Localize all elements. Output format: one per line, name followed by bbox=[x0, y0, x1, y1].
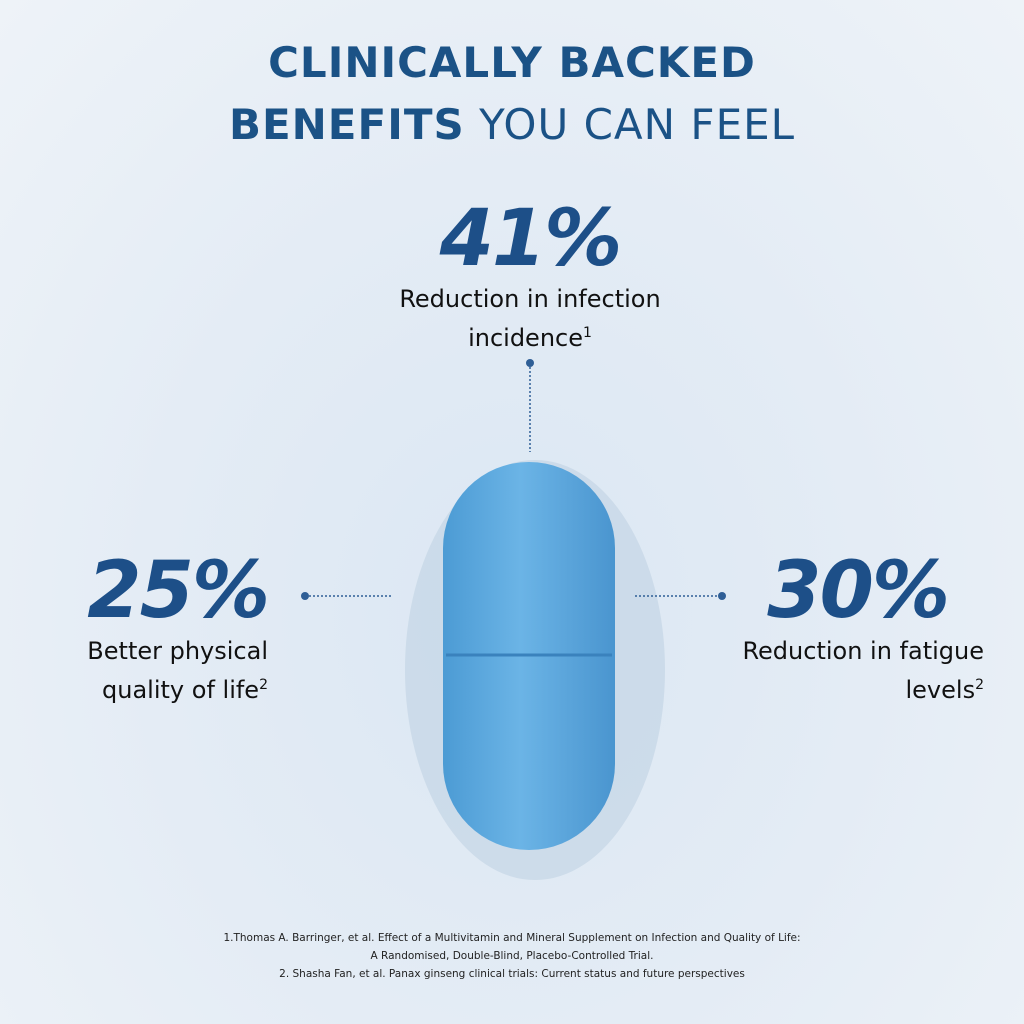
label-line: levels bbox=[905, 676, 976, 704]
title-bold: BENEFITS bbox=[228, 100, 465, 149]
label-line: Better physical bbox=[87, 637, 268, 665]
stat: 25% Better physical quality of life2 bbox=[40, 546, 270, 707]
stat-value: 41% bbox=[439, 194, 623, 284]
footnote-ref: 1 bbox=[583, 325, 592, 341]
stat: 30% Reduction in fatigue levels2 bbox=[700, 552, 984, 707]
label-line: quality of life bbox=[102, 676, 260, 704]
stat-value: 25% bbox=[87, 546, 270, 636]
footnote: 2. Shasha Fan, et al. Panax ginseng clin… bbox=[279, 968, 745, 980]
title-line: CLINICALLY BACKED bbox=[268, 38, 756, 87]
footnotes: 1.Thomas A. Barringer, et al. Effect of … bbox=[0, 929, 1024, 983]
title-regular: YOU CAN FEEL bbox=[479, 100, 796, 149]
stat-value: 30% bbox=[767, 546, 950, 636]
label-line: Reduction in fatigue bbox=[742, 637, 984, 665]
label-line: Reduction in infection bbox=[399, 285, 661, 313]
stat-label: Reduction in fatigue levels2 bbox=[700, 634, 984, 707]
footnote-ref: 2 bbox=[975, 677, 984, 693]
footnote: A Randomised, Double-Blind, Placebo-Cont… bbox=[370, 950, 654, 962]
footnote-ref: 2 bbox=[259, 677, 268, 693]
stat-label: Better physical quality of life2 bbox=[40, 634, 268, 707]
label-line: incidence bbox=[468, 324, 583, 352]
connector-dot bbox=[526, 359, 534, 367]
title-line: BENEFITS YOU CAN FEEL bbox=[0, 100, 1024, 149]
footnote: 1.Thomas A. Barringer, et al. Effect of … bbox=[223, 932, 801, 944]
stat-label: Reduction in infection incidence1 bbox=[330, 282, 730, 355]
stat: 41% Reduction in infection incidence1 bbox=[330, 200, 730, 355]
connector-dot bbox=[301, 592, 309, 600]
connector-dot bbox=[718, 592, 726, 600]
